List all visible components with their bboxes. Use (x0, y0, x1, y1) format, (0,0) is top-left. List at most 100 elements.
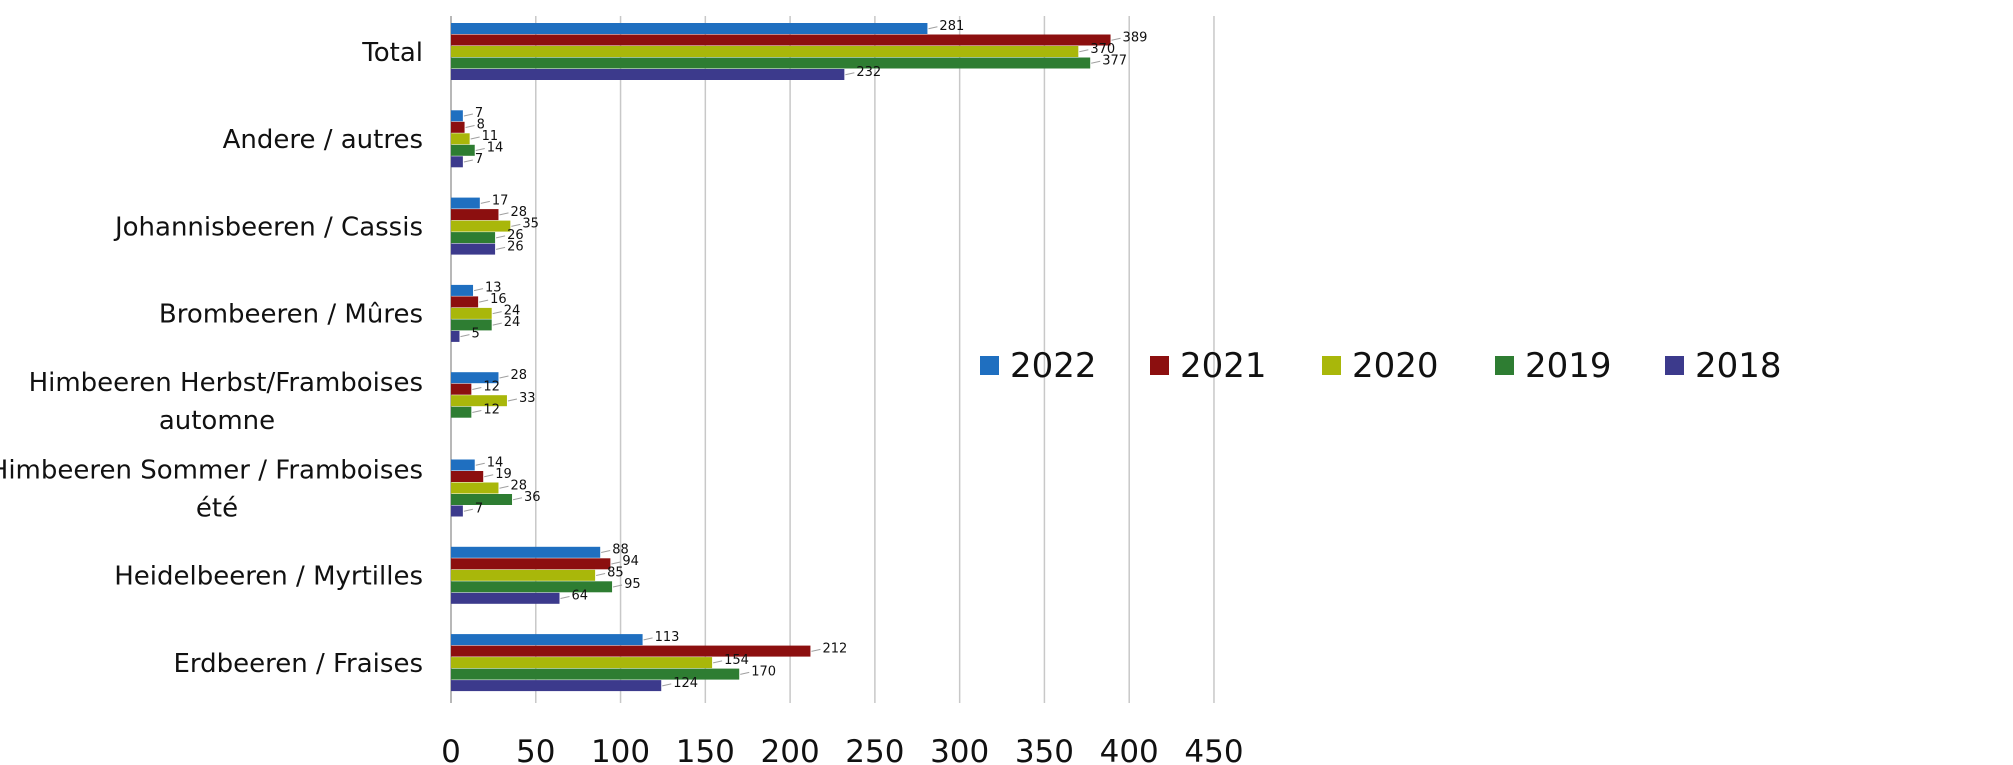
x-tick-label-100: 100 (591, 734, 650, 765)
bars (451, 23, 1111, 692)
data-label-2018-3: 5 (471, 327, 479, 342)
bar-2019-7 (451, 668, 740, 680)
bar-2019-1 (451, 144, 475, 156)
data-label-leader (495, 235, 506, 239)
data-label-leader (845, 72, 855, 76)
data-label-leader (499, 212, 509, 216)
data-label-2021-4: 12 (483, 379, 500, 394)
data-label-2020-1: 11 (482, 129, 499, 144)
category-label-5: Himbeeren Sommer / Framboises (0, 455, 423, 485)
data-label-2022-5: 14 (487, 455, 504, 470)
data-label-2019-4: 12 (483, 402, 500, 417)
data-label-leader (492, 322, 502, 326)
bar-2021-4 (451, 383, 472, 395)
data-label-leader (472, 386, 482, 390)
data-label-2018-6: 64 (572, 589, 589, 604)
bar-2019-6 (451, 581, 613, 593)
data-label-leader (928, 26, 938, 30)
data-label-2022-3: 13 (485, 281, 502, 296)
data-label-2022-1: 7 (475, 106, 483, 121)
bar-2021-0 (451, 34, 1111, 46)
data-label-2021-6: 94 (622, 554, 639, 569)
data-label-2018-5: 7 (475, 501, 483, 516)
bar-2022-6 (451, 546, 601, 558)
bar-2018-3 (451, 330, 460, 342)
data-label-leader (560, 596, 570, 600)
data-label-leader (596, 573, 606, 577)
data-label-2018-2: 26 (507, 239, 524, 254)
bar-2019-0 (451, 57, 1091, 69)
data-label-leader (475, 462, 485, 466)
bar-2018-5 (451, 505, 463, 517)
data-label-2019-1: 14 (487, 141, 504, 156)
legend-label-2020: 2020 (1352, 346, 1439, 386)
category-label-5-line-1: été (196, 493, 238, 523)
data-label-2020-7: 154 (724, 653, 749, 668)
bar-2021-1 (451, 121, 465, 133)
category-labels: Total Andere / autres Johannisbeeren / Cas… (0, 38, 423, 679)
data-label-leader (1079, 49, 1089, 53)
data-label-2020-0: 370 (1090, 42, 1115, 57)
data-label-2019-7: 170 (751, 664, 776, 679)
data-label-leader (499, 375, 509, 379)
data-label-leader (495, 246, 506, 250)
data-label-2021-0: 389 (1123, 30, 1148, 45)
data-label-leader (1111, 37, 1121, 41)
x-tick-label-200: 200 (761, 734, 820, 765)
data-label-leader (475, 148, 485, 152)
data-label-2021-3: 16 (490, 292, 507, 307)
data-label-2019-5: 36 (524, 490, 541, 505)
category-label-4: Himbeeren Herbst/Framboises (29, 368, 423, 398)
data-label-leader (473, 288, 484, 292)
legend-label-2018: 2018 (1695, 346, 1782, 386)
data-label-2022-6: 88 (612, 543, 629, 558)
data-label-leader (1091, 60, 1101, 64)
legend-swatch-2018 (1665, 356, 1684, 375)
bar-2022-3 (451, 284, 474, 296)
data-label-2021-5: 19 (495, 467, 512, 482)
x-tick-label-300: 300 (930, 734, 989, 765)
data-label-2021-2: 28 (510, 205, 527, 220)
category-label-0: Total (361, 38, 423, 68)
category-label-3: Brombeeren / Mûres (159, 300, 423, 330)
bar-2020-7 (451, 657, 713, 669)
data-label-2019-2: 26 (507, 228, 524, 243)
bar-2018-0 (451, 69, 845, 80)
legend-swatch-2019 (1495, 356, 1514, 375)
data-label-leader (484, 474, 494, 478)
bar-2021-7 (451, 645, 811, 657)
data-label-leader (460, 334, 470, 338)
legend-swatch-2020 (1322, 356, 1341, 375)
data-label-leader (463, 508, 473, 512)
data-label-2018-7: 124 (673, 676, 698, 691)
data-label-leader (463, 159, 473, 163)
data-label-leader (601, 550, 611, 554)
category-label-4-line-1: automne (159, 406, 275, 436)
bar-2018-7 (451, 680, 662, 692)
bar-2019-4 (451, 406, 472, 418)
bar-2021-2 (451, 209, 499, 221)
data-label-leader (740, 671, 750, 675)
data-label-leader (712, 660, 723, 664)
data-label-leader (499, 485, 509, 489)
data-label-2019-0: 377 (1102, 53, 1127, 68)
x-tick-label-0: 0 (441, 734, 461, 765)
bar-2018-1 (451, 156, 463, 168)
bar-2020-2 (451, 220, 511, 232)
data-label-leader (512, 497, 523, 501)
data-label-leader (662, 683, 672, 687)
category-label-6: Heidelbeeren / Myrtilles (114, 562, 423, 592)
bar-2022-2 (451, 197, 480, 209)
data-label-leader (480, 200, 490, 204)
x-tick-label-250: 250 (845, 734, 904, 765)
bar-2022-7 (451, 634, 643, 646)
bar-2022-1 (451, 110, 463, 122)
bar-2020-4 (451, 395, 507, 407)
data-label-leader (463, 113, 473, 117)
data-label-leader (612, 584, 623, 588)
bar-2019-3 (451, 319, 492, 331)
data-label-2019-6: 95 (624, 577, 641, 592)
bar-2021-6 (451, 558, 611, 570)
legend-label-2022: 2022 (1010, 346, 1097, 386)
grid-lines (450, 16, 1215, 703)
